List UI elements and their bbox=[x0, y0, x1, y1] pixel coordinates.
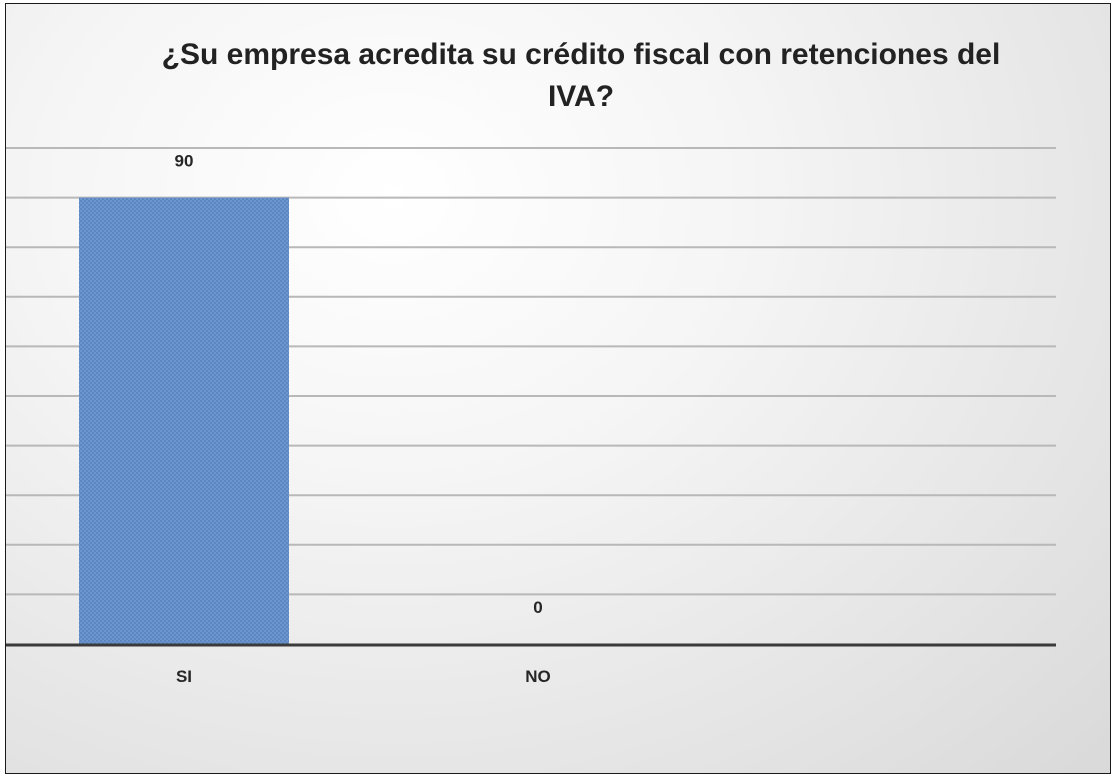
chart-title: ¿Su empresa acredita su crédito fiscal c… bbox=[161, 38, 1001, 113]
bar-si bbox=[79, 197, 289, 644]
x-axis: SI NO bbox=[6, 643, 1056, 686]
x-tick-label-no: NO bbox=[525, 667, 551, 686]
data-label-no: 0 bbox=[533, 598, 542, 617]
plot-area: SI NO 90 0 bbox=[6, 147, 1056, 686]
data-labels: 90 0 bbox=[175, 152, 543, 617]
data-label-si: 90 bbox=[175, 152, 194, 171]
bars bbox=[79, 197, 289, 644]
chart-area: ¿Su empresa acredita su crédito fiscal c… bbox=[5, 3, 1111, 774]
x-tick-label-si: SI bbox=[176, 667, 192, 686]
